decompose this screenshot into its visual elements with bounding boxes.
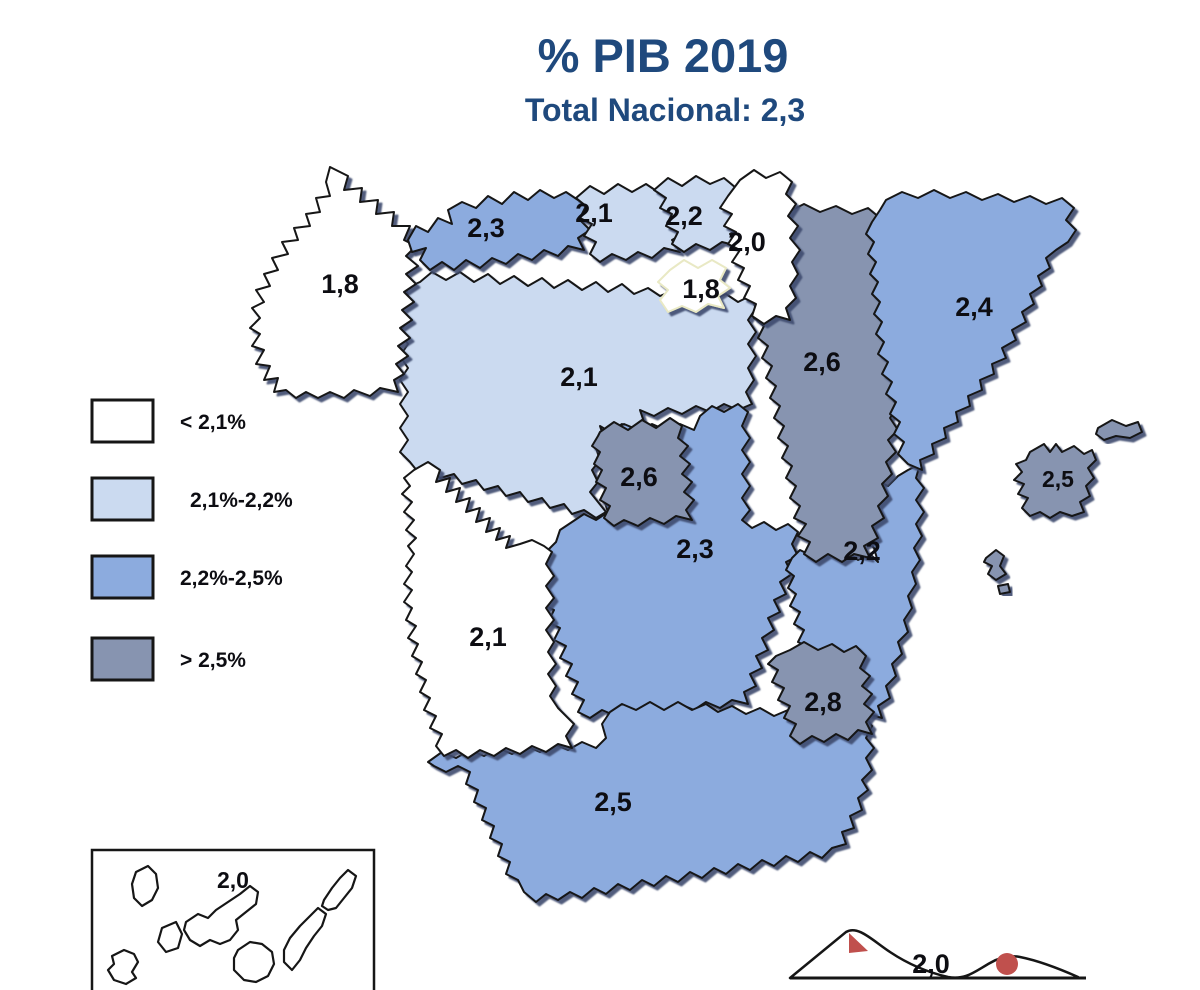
island-menorca <box>1095 419 1143 441</box>
region-cataluna <box>865 189 1077 471</box>
region-extremadura <box>401 461 575 759</box>
island-la-palma <box>130 864 160 908</box>
label-cantabria: 2,1 <box>575 198 613 228</box>
island-la-gomera <box>156 920 184 954</box>
label-comunidad-valenciana: 2,2 <box>843 536 881 566</box>
label-pais-vasco: 2,2 <box>665 201 703 231</box>
island-tenerife <box>182 884 260 948</box>
label-madrid: 2,6 <box>620 462 658 492</box>
legend-item-gt-25: > 2,5% <box>90 636 246 682</box>
label-galicia: 1,8 <box>321 269 359 299</box>
label-castilla-la-mancha: 2,3 <box>676 534 714 564</box>
island-el-hierro <box>106 948 140 986</box>
island-lanzarote <box>320 868 358 912</box>
page-subtitle: Total Nacional: 2,3 <box>525 92 805 128</box>
inset-frame <box>90 848 376 990</box>
legend-label-22-25: 2,2%-2,5% <box>180 567 283 590</box>
label-baleares: 2,5 <box>1042 466 1074 492</box>
region-value-labels: 1,8 2,3 2,1 2,2 2,0 1,8 2,1 2,6 2,4 2,6 … <box>321 198 1074 817</box>
legend: < 2,1% 2,1%-2,2% 2,2%-2,5% > 2,5% <box>90 398 293 682</box>
legend-item-lt-21: < 2,1% <box>90 398 246 444</box>
page-title: % PIB 2019 <box>538 29 789 82</box>
mainland-regions <box>249 166 1077 903</box>
legend-swatch-22-25 <box>90 554 155 600</box>
label-cataluna: 2,4 <box>955 292 993 322</box>
ceuta-marker-triangle <box>849 933 868 953</box>
island-ibiza <box>983 549 1007 581</box>
label-ceuta-melilla: 2,0 <box>912 949 950 979</box>
label-castilla-y-leon: 2,1 <box>560 362 598 392</box>
label-navarra: 2,0 <box>728 227 766 257</box>
label-la-rioja: 1,8 <box>682 274 720 304</box>
region-murcia <box>767 641 875 745</box>
legend-swatch-21-22 <box>90 476 155 522</box>
region-madrid <box>591 417 695 527</box>
legend-swatch-gt-25 <box>90 636 155 682</box>
label-andalucia: 2,5 <box>594 787 632 817</box>
label-murcia: 2,8 <box>804 687 842 717</box>
melilla-marker-dot <box>996 953 1018 975</box>
island-mallorca <box>1013 443 1097 519</box>
region-navarra <box>719 169 801 325</box>
coastline-curve <box>788 929 1080 980</box>
legend-label-lt-21: < 2,1% <box>180 411 246 434</box>
island-gran-canaria <box>232 940 276 984</box>
label-asturias: 2,3 <box>467 213 505 243</box>
legend-item-22-25: 2,2%-2,5% <box>90 554 283 600</box>
ceuta-melilla-sketch: 2,0 <box>788 929 1086 980</box>
island-fuerteventura <box>282 906 328 972</box>
region-la-rioja <box>657 259 731 313</box>
legend-swatch-lt-21 <box>90 398 155 444</box>
legend-label-gt-25: > 2,5% <box>180 649 246 672</box>
label-canarias: 2,0 <box>217 867 249 893</box>
legend-item-21-22: 2,1%-2,2% <box>90 476 293 522</box>
legend-label-21-22: 2,1%-2,2% <box>190 489 293 512</box>
label-aragon: 2,6 <box>803 347 841 377</box>
region-andalucia <box>427 701 875 903</box>
canary-islands-inset: 2,0 <box>90 848 376 990</box>
label-extremadura: 2,1 <box>469 622 507 652</box>
island-formentera <box>997 583 1011 595</box>
region-baleares <box>983 419 1143 595</box>
